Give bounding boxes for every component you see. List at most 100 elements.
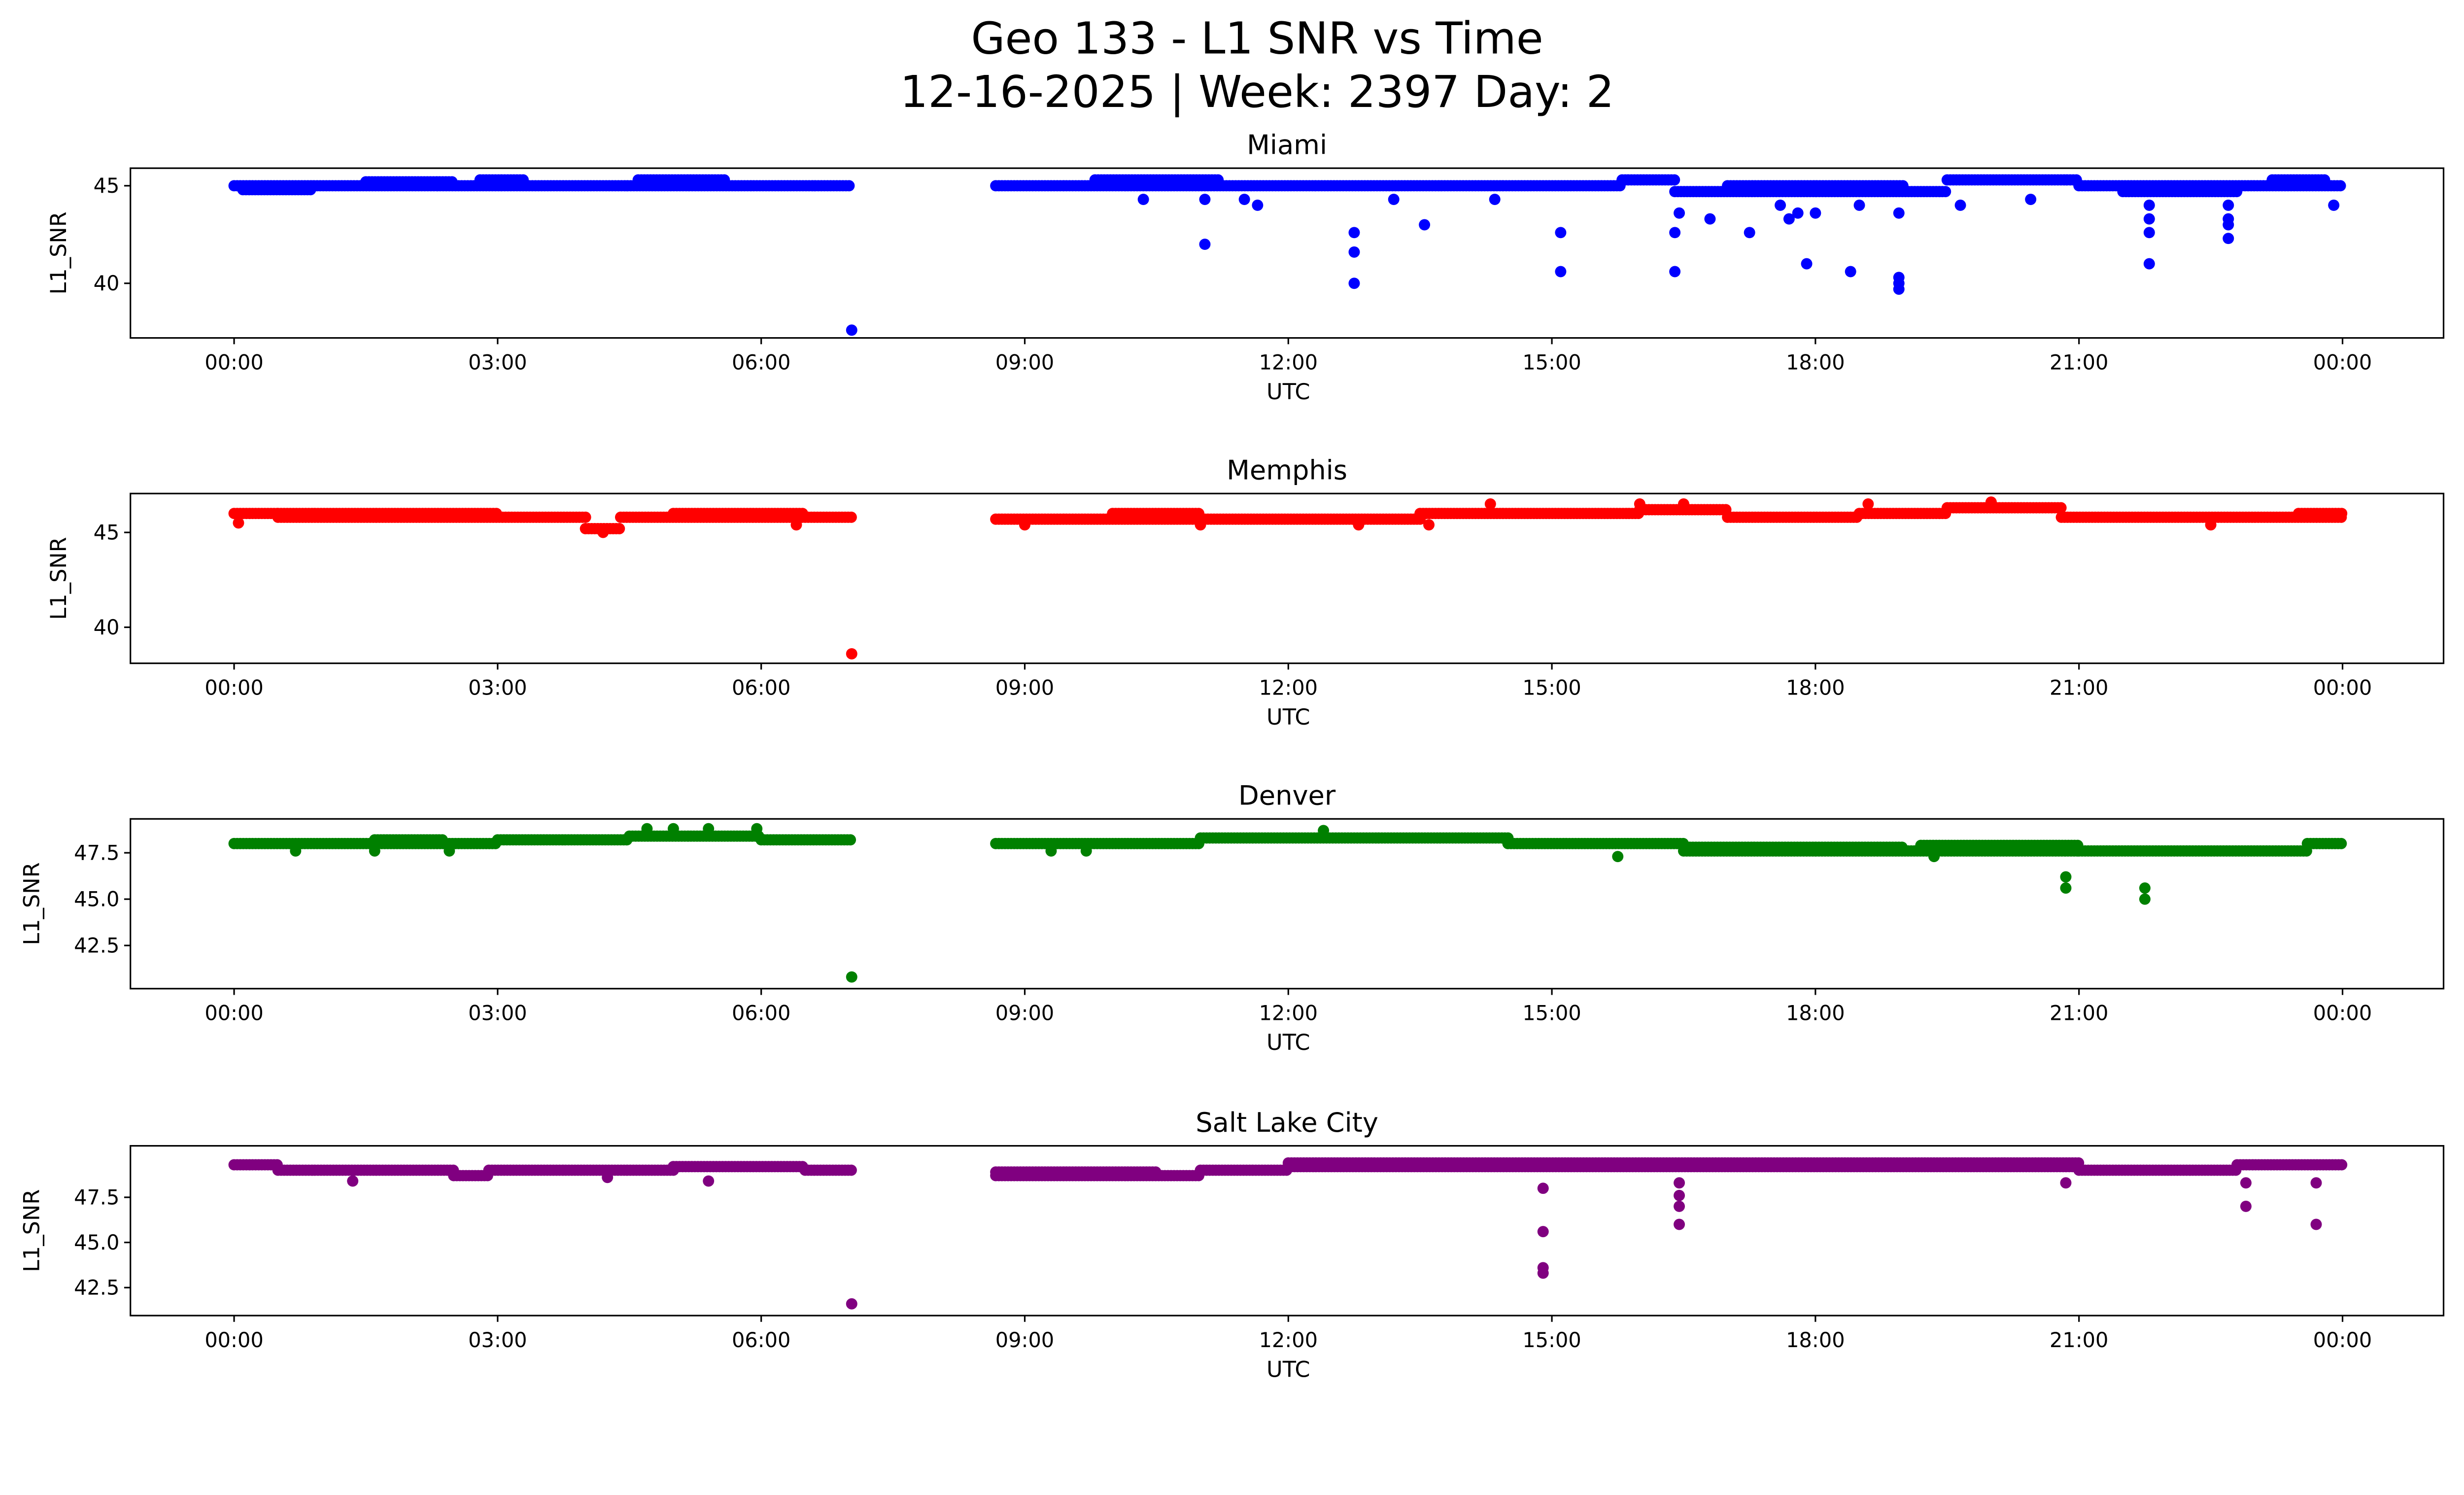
y-tick-label: 45 <box>94 521 120 545</box>
outlier-point <box>1674 1177 1685 1189</box>
outlier-point <box>2240 1177 2252 1189</box>
y-tick-label: 45.0 <box>74 887 119 911</box>
data-point <box>1193 508 1204 520</box>
outlier-point <box>369 845 380 857</box>
outlier-point <box>790 519 802 531</box>
x-tick-label: 03:00 <box>468 350 527 374</box>
panel-miami: Miami 00:00 03:00 06:00 09:00 12:00 15:00 18:00… <box>46 129 2445 405</box>
outlier-point <box>2060 871 2072 883</box>
outlier-point <box>1348 227 1360 239</box>
outlier-point <box>1669 227 1681 239</box>
panel-title: Miami <box>1247 129 1327 160</box>
data-point <box>845 834 856 846</box>
data-point <box>1940 186 1951 198</box>
y-tick-label: 40 <box>94 616 120 639</box>
x-tick-label: 12:00 <box>1259 676 1318 699</box>
x-tick-label: 09:00 <box>995 1328 1054 1352</box>
outlier-point <box>1744 227 1755 239</box>
outlier-point <box>2143 258 2155 270</box>
outlier-point <box>1423 519 1435 531</box>
x-tick-label: 06:00 <box>732 676 790 699</box>
panel-salt-lake-city: Salt Lake City 00:00 03:00 06:00 09:00 12:00 1… <box>19 1107 2445 1382</box>
outlier-point <box>347 1175 359 1187</box>
data-point <box>1212 174 1224 186</box>
outlier-point <box>1775 199 1786 211</box>
outlier-point <box>2223 199 2234 211</box>
outlier-point <box>1537 1226 1549 1238</box>
data-point <box>796 508 808 520</box>
x-tick-label: 09:00 <box>995 676 1054 699</box>
scatter-series <box>228 1157 2348 1310</box>
data-point <box>845 1164 857 1176</box>
outlier-point <box>1862 498 1874 510</box>
data-point <box>1896 841 1908 853</box>
x-tick-label: 03:00 <box>468 676 527 699</box>
x-axis-label: UTC <box>1266 1030 1310 1055</box>
axes-frame <box>130 492 2445 664</box>
outlier-point <box>1634 498 1645 510</box>
outlier-point <box>641 823 653 834</box>
x-tick-label: 00:00 <box>2313 1002 2372 1025</box>
axes-frame <box>130 818 2445 990</box>
outlier-point <box>2223 213 2234 225</box>
axes-frame <box>130 1145 2445 1317</box>
y-tick-label: 42.5 <box>74 1276 119 1300</box>
data-point <box>614 522 625 534</box>
scatter-series <box>228 496 2348 660</box>
outlier-point <box>290 845 302 857</box>
outlier-point <box>1893 207 1905 219</box>
outlier-point <box>1792 207 1804 219</box>
x-tick-label: 15:00 <box>1522 676 1581 699</box>
outlier-point <box>1674 207 1685 219</box>
outlier-point <box>2025 194 2037 206</box>
x-tick-label: 15:00 <box>1522 350 1581 374</box>
outlier-point <box>2328 199 2340 211</box>
outlier-point <box>667 823 679 834</box>
outlier-point <box>1019 519 1030 531</box>
outlier-point <box>1853 199 1865 211</box>
data-point <box>305 184 316 196</box>
outlier-point <box>444 845 455 857</box>
outlier-point <box>1810 207 1821 219</box>
x-tick-label: 06:00 <box>732 1328 790 1352</box>
outlier-point <box>2240 1200 2252 1212</box>
x-tick-label: 00:00 <box>205 1002 263 1025</box>
outlier-point <box>2310 1177 2322 1189</box>
panel-denver: Denver 00:00 03:00 06:00 09:00 12:00 15:00 18:0… <box>19 780 2445 1055</box>
outlier-point <box>1678 498 1689 510</box>
x-tick-label: 21:00 <box>2050 1002 2108 1025</box>
outlier-point <box>1674 1189 1685 1201</box>
outlier-point <box>846 971 857 983</box>
y-axis-label: L1_SNR <box>19 862 45 945</box>
outlier-point <box>1669 266 1681 278</box>
data-point <box>1669 174 1680 186</box>
outlier-point <box>1353 519 1365 531</box>
outlier-point <box>1388 194 1400 206</box>
outlier-point <box>1348 246 1360 258</box>
x-tick-label: 00:00 <box>2313 1328 2372 1352</box>
outlier-point <box>1845 266 1856 278</box>
data-point <box>490 508 502 520</box>
data-point <box>2336 508 2348 520</box>
outlier-point <box>1419 219 1431 231</box>
chart-subtitle: 12-16-2025 | Week: 2397 Day: 2 <box>900 67 1614 118</box>
outlier-point <box>1199 194 1211 206</box>
data-point <box>2334 180 2346 192</box>
x-tick-label: 18:00 <box>1786 350 1845 374</box>
panel-title: Salt Lake City <box>1196 1107 1378 1138</box>
outlier-point <box>846 324 857 336</box>
x-tick-label: 12:00 <box>1259 1002 1318 1025</box>
y-tick-label: 40 <box>94 272 120 295</box>
x-tick-label: 03:00 <box>468 1328 527 1352</box>
chart-title: Geo 133 - L1 SNR vs Time <box>971 13 1543 64</box>
outlier-point <box>1045 845 1057 857</box>
data-point <box>517 174 529 186</box>
data-point <box>1150 1166 1162 1178</box>
data-point <box>2055 502 2067 514</box>
x-tick-label: 00:00 <box>2313 676 2372 699</box>
outlier-point <box>1238 194 1250 206</box>
outlier-point <box>2060 1177 2072 1189</box>
outlier-point <box>1954 199 1966 211</box>
data-point <box>1897 180 1909 192</box>
data-point <box>2335 837 2347 849</box>
